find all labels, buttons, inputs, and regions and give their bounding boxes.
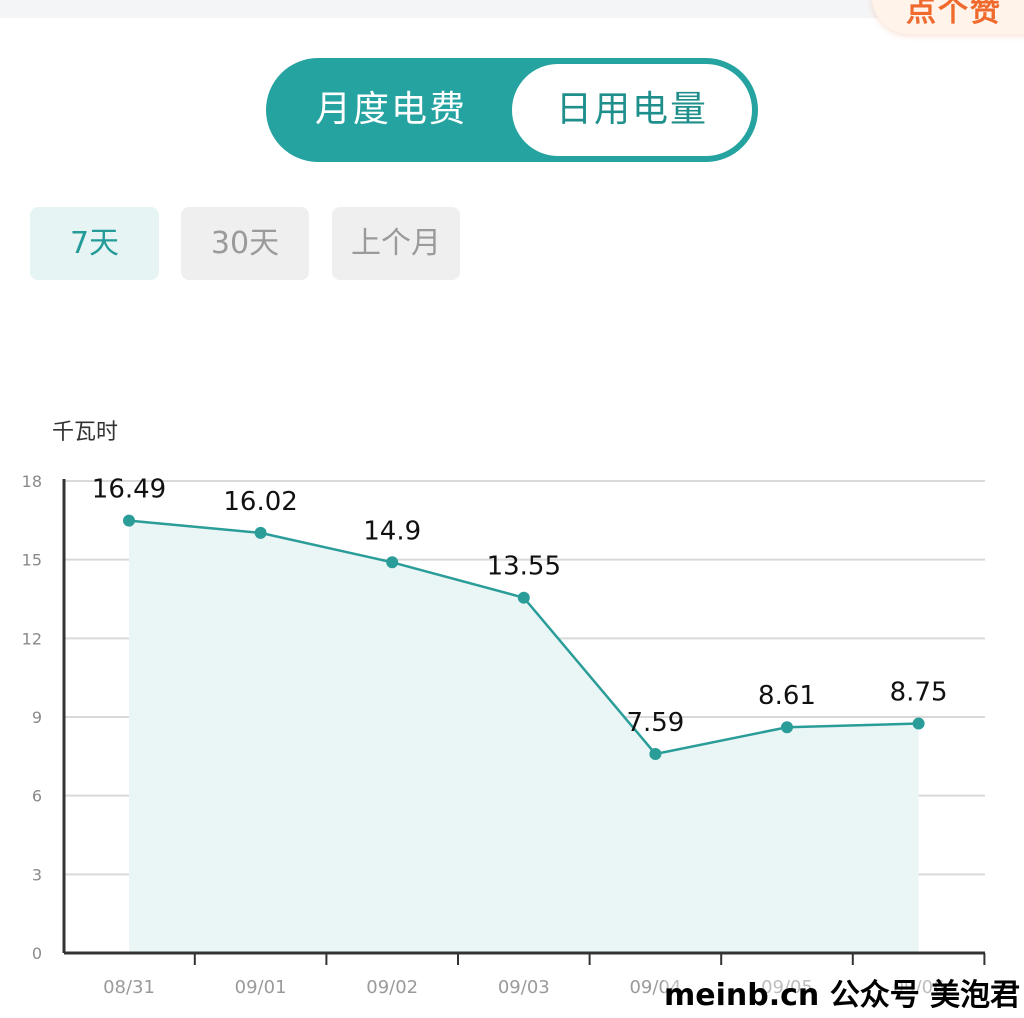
- y-tick-label-3: 3: [32, 865, 42, 884]
- data-label-09-05: 8.61: [758, 681, 816, 711]
- data-point-09-05: [781, 721, 793, 734]
- x-tick-label-09-06: 09/06: [893, 977, 945, 998]
- y-tick-label-6: 6: [32, 787, 42, 806]
- view-toggle: 月度电费 日用电量: [266, 58, 758, 162]
- y-tick-label-9: 9: [32, 708, 42, 727]
- range-last-month-button[interactable]: 上个月: [332, 207, 460, 280]
- data-label-08-31: 16.49: [92, 475, 166, 505]
- y-tick-label-0: 0: [32, 944, 42, 963]
- y-axis-unit-label: 千瓦时: [52, 420, 119, 445]
- data-label-09-04: 7.59: [626, 708, 684, 738]
- tab-daily-usage[interactable]: 日用电量: [512, 64, 752, 156]
- x-tick-label-09-04: 09/04: [629, 977, 681, 998]
- series-area-fill: [129, 520, 919, 953]
- tab-monthly-fee[interactable]: 月度电费: [314, 89, 467, 130]
- data-label-09-03: 13.55: [487, 552, 561, 582]
- x-tick-label-09-05: 09/05: [761, 977, 813, 998]
- x-tick-label-09-03: 09/03: [498, 977, 550, 998]
- x-tick-label-08-31: 08/31: [103, 977, 155, 998]
- data-label-09-02: 14.9: [363, 516, 421, 546]
- data-label-09-06: 8.75: [890, 678, 948, 708]
- y-tick-label-15: 15: [22, 551, 42, 570]
- watermark-text: meinb.cn 公众号 美泡君: [664, 970, 1021, 1014]
- range-30-days-button[interactable]: 30天: [181, 207, 309, 280]
- data-point-09-01: [254, 526, 267, 539]
- x-tick-label-09-01: 09/01: [235, 977, 287, 998]
- like-badge-label: 点个赞: [906, 0, 1002, 29]
- y-tick-label-18: 18: [22, 472, 42, 491]
- data-point-08-31: [123, 514, 135, 527]
- y-tick-label-12: 12: [22, 629, 42, 648]
- data-label-09-01: 16.02: [223, 487, 297, 517]
- like-badge[interactable]: [872, 0, 1024, 34]
- data-point-09-03: [517, 591, 530, 604]
- top-header-strip: [0, 0, 1024, 18]
- data-point-09-02: [386, 556, 399, 569]
- data-point-09-06: [912, 717, 925, 730]
- x-tick-label-09-02: 09/02: [366, 977, 418, 998]
- range-7-days-button[interactable]: 7天: [30, 207, 159, 280]
- data-point-09-04: [649, 747, 662, 760]
